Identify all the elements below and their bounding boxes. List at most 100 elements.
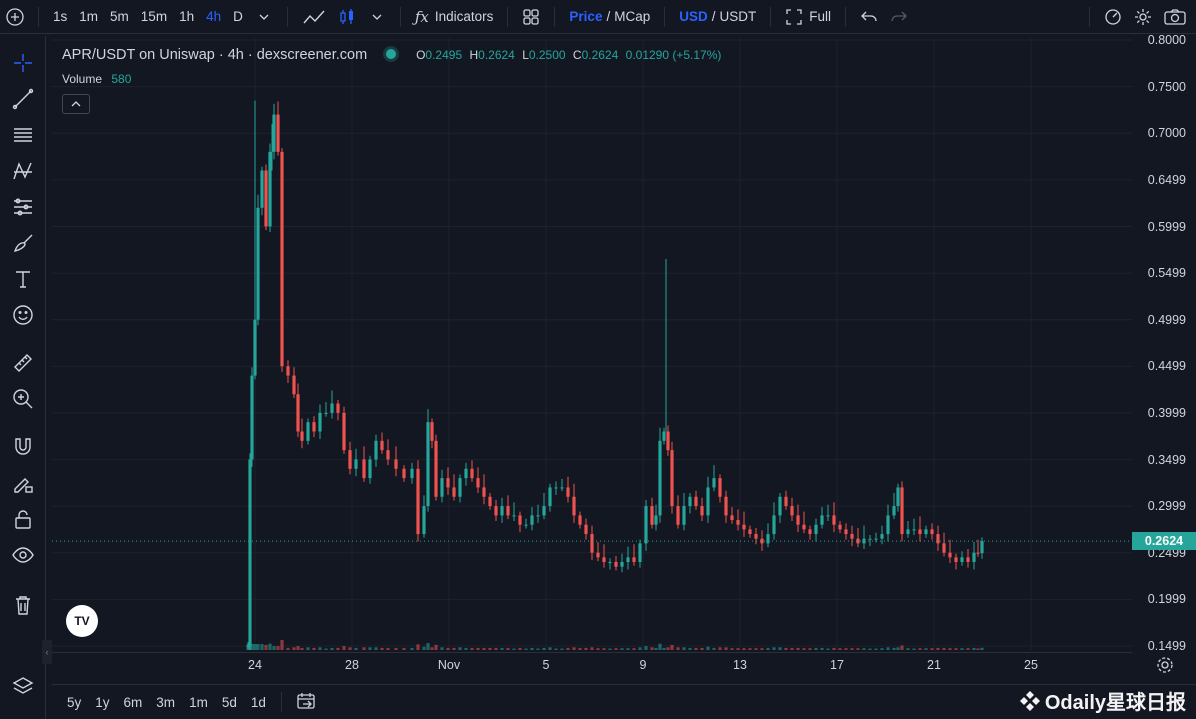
candle-body (832, 515, 836, 525)
price-tick-label: 0.2999 (1147, 499, 1186, 514)
candle-body (248, 459, 252, 646)
price-tick-label: 0.1999 (1147, 592, 1186, 607)
range-1y[interactable]: 1y (95, 694, 110, 710)
emoji-tool[interactable] (11, 303, 35, 327)
volume-bar (862, 648, 866, 650)
timeframe-1h[interactable]: 1h (179, 9, 195, 24)
volume-bar (300, 647, 304, 650)
range-1m[interactable]: 1m (189, 694, 208, 710)
usdt-option[interactable]: USDT (719, 9, 757, 24)
timeframe-1m[interactable]: 1m (79, 9, 99, 24)
text-icon (16, 271, 30, 288)
timeframe-dropdown[interactable] (249, 0, 279, 34)
magnet-icon (15, 438, 31, 455)
horizontal-lines-tool[interactable] (11, 123, 35, 147)
price-axis[interactable]: 0.8000 0.7500 0.7000 0.6499 0.5999 0.5499 0.49… (1132, 33, 1196, 653)
volume-bar (548, 647, 552, 650)
price-chart[interactable] (52, 38, 1132, 650)
timeframe-1s[interactable]: 1s (53, 9, 68, 24)
mcap-option[interactable]: MCap (614, 9, 651, 24)
collapse-toolbar-handle[interactable]: ‹ (42, 640, 52, 664)
volume-bar (896, 647, 900, 650)
range-5y[interactable]: 5y (67, 694, 82, 710)
add-symbol-button[interactable] (0, 0, 30, 34)
range-1d[interactable]: 1d (250, 694, 266, 710)
hide-drawings-tool[interactable] (11, 543, 35, 567)
object-tree-button[interactable] (11, 674, 35, 698)
measure-tool[interactable] (11, 351, 35, 375)
symbol-title[interactable]: APR/USDT on Uniswap · 4h · dexscreener.c… (62, 47, 368, 63)
candle-chart-type-button[interactable] (332, 0, 362, 34)
layouts-button[interactable] (516, 0, 546, 34)
volume-bar (306, 647, 310, 650)
volume-bar (452, 647, 456, 650)
range-5d[interactable]: 5d (221, 694, 237, 710)
ohlc-values: O0.2495 H0.2624 L0.2500 C0.2624 0.01290 … (416, 48, 721, 62)
volume-bar (900, 645, 904, 650)
candle-body (260, 170, 264, 208)
price-option[interactable]: Price (569, 9, 603, 24)
brush-icon (13, 234, 33, 252)
volume-bar (868, 648, 872, 650)
timeframe-15m[interactable]: 15m (140, 9, 168, 24)
plus-circle-icon (6, 7, 24, 26)
currency-toggle[interactable]: USD / USDT (673, 0, 762, 34)
chart-type-dropdown[interactable] (362, 0, 392, 34)
volume-bar (402, 647, 406, 650)
settings-button[interactable] (1128, 0, 1158, 34)
candle-body (394, 459, 398, 469)
stay-in-drawing-tool[interactable] (11, 471, 35, 495)
volume-bar (712, 647, 716, 650)
pattern-tool[interactable] (11, 159, 35, 183)
text-tool[interactable] (11, 267, 35, 291)
collapse-legend-button[interactable] (62, 94, 90, 114)
magnet-tool[interactable] (11, 435, 35, 459)
zoom-in-icon (13, 389, 33, 409)
go-to-date-button[interactable] (290, 692, 324, 713)
volume-bar (632, 648, 636, 650)
redo-button[interactable] (884, 0, 914, 34)
candle-body (518, 515, 522, 525)
zoom-tool[interactable] (11, 387, 35, 411)
volume-bar (286, 647, 290, 650)
volume-bar (856, 648, 860, 650)
candle-body (584, 524, 588, 535)
time-axis[interactable]: 24 28 Nov 5 9 13 17 21 25 (52, 652, 1132, 678)
fullscreen-button[interactable]: Full (779, 0, 837, 34)
prediction-tool[interactable] (11, 195, 35, 219)
timeframe-4h[interactable]: 4h (206, 9, 222, 24)
candle-body (458, 478, 462, 497)
volume-bar (662, 647, 666, 650)
brush-tool[interactable] (11, 231, 35, 255)
candle-body (272, 114, 276, 152)
trendline-tool[interactable] (11, 87, 35, 111)
range-3m[interactable]: 3m (156, 694, 176, 710)
snapshot-button[interactable] (1158, 0, 1192, 34)
volume-bar (980, 647, 984, 650)
tradingview-logo[interactable]: TV (66, 605, 98, 637)
volume-bar (766, 647, 770, 650)
volume-bar (488, 647, 492, 650)
remove-drawings-tool[interactable] (11, 593, 35, 617)
undo-button[interactable] (854, 0, 884, 34)
candle-body (536, 515, 540, 517)
timeframe-d[interactable]: D (233, 9, 243, 24)
price-mcap-toggle[interactable]: Price / MCap (563, 0, 656, 34)
axis-settings-icon[interactable] (1156, 656, 1174, 674)
range-6m[interactable]: 6m (123, 694, 143, 710)
chevron-down-icon (372, 14, 382, 20)
volume-bar (566, 647, 570, 650)
trend-line-icon (12, 88, 34, 110)
candlestick-chart[interactable] (52, 38, 1132, 650)
candle-body (530, 515, 534, 525)
lock-drawings-tool[interactable] (11, 507, 35, 531)
timeframe-5m[interactable]: 5m (110, 9, 129, 24)
candle-body (422, 506, 426, 535)
usd-option[interactable]: USD (679, 9, 708, 24)
candle-body (742, 524, 746, 530)
volume-bar (620, 648, 624, 650)
quick-search-button[interactable] (1098, 0, 1128, 34)
line-chart-type-button[interactable] (296, 0, 332, 34)
crosshair-tool[interactable] (11, 51, 35, 75)
indicators-button[interactable]: ƒx Indicators (409, 0, 500, 34)
